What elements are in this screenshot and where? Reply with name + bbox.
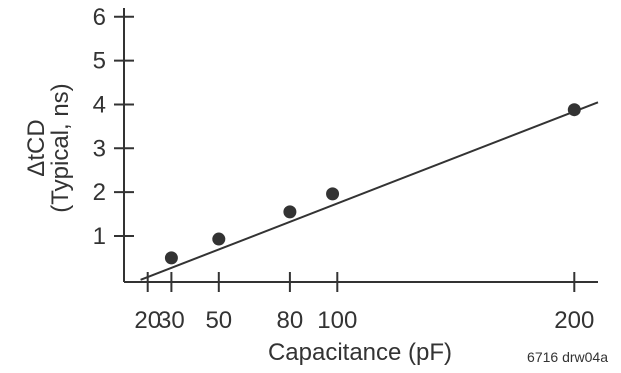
- y-tick-label: 6: [93, 4, 106, 31]
- y-axis-title: ΔtCD (Typical, ns): [23, 83, 74, 212]
- y-tick-label: 5: [93, 48, 106, 75]
- x-tick-label: 200: [554, 307, 594, 334]
- data-point: [326, 187, 340, 201]
- y-axis-title-line-1: ΔtCD: [23, 119, 50, 176]
- data-point: [212, 232, 226, 246]
- y-tick-label: 3: [93, 135, 106, 162]
- y-axis-ticks: 1 2 3 4 5 6: [93, 4, 134, 250]
- x-tick-label: 50: [205, 307, 232, 334]
- x-tick-label: 80: [277, 307, 304, 334]
- y-axis-title-line-2: (Typical, ns): [47, 83, 74, 212]
- data-point: [164, 251, 178, 265]
- data-points: [164, 103, 581, 265]
- x-tick-label: 30: [158, 307, 185, 334]
- axes: [123, 8, 598, 283]
- x-tick-label: 100: [317, 307, 357, 334]
- x-axis-title: Capacitance (pF): [268, 339, 452, 366]
- data-point: [283, 205, 297, 219]
- data-point: [567, 103, 581, 117]
- y-tick-label: 1: [93, 223, 106, 250]
- trend-line-group: [140, 101, 599, 281]
- y-tick-label: 2: [93, 179, 106, 206]
- figure-id-footnote: 6716 drw04a: [527, 349, 608, 365]
- x-tick-label: 20: [134, 307, 161, 334]
- trend-line: [140, 101, 599, 281]
- y-tick-label: 4: [93, 91, 106, 118]
